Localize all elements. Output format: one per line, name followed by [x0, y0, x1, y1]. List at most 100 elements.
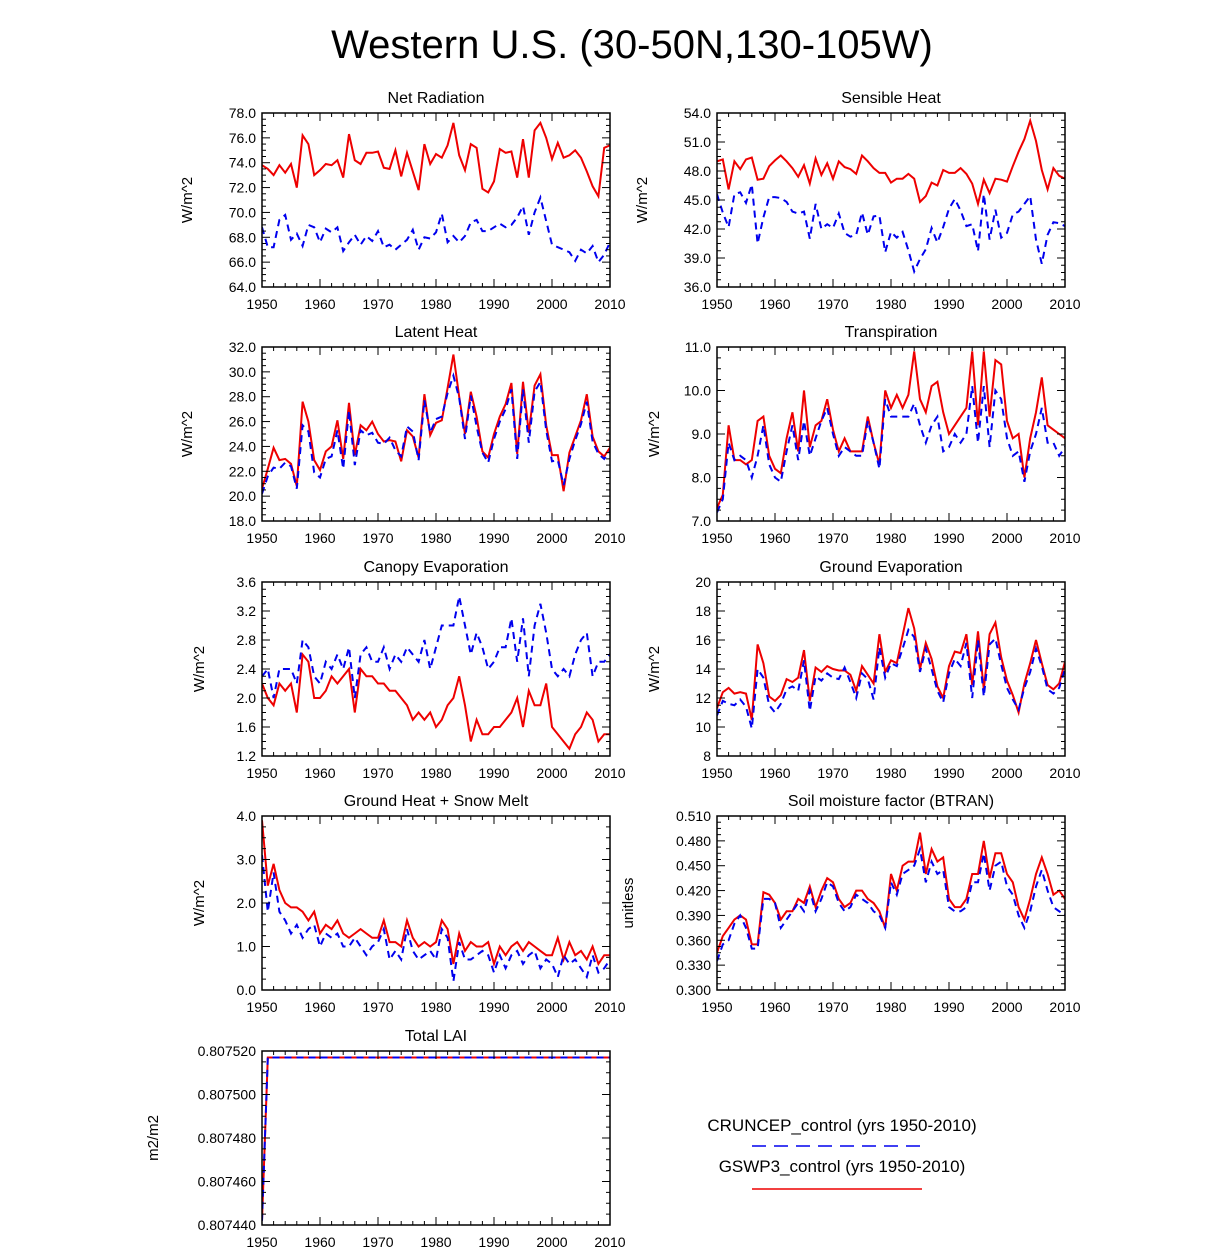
- x-tick-label: 1970: [817, 296, 848, 312]
- x-tick-label: 1990: [478, 765, 509, 781]
- series-line-cruncep: [717, 627, 1065, 729]
- series-line-gswp3: [717, 832, 1065, 954]
- x-tick-label: 2000: [991, 530, 1022, 546]
- x-tick-label: 1960: [304, 999, 335, 1015]
- x-tick-label: 2000: [536, 1234, 567, 1250]
- series-line-cruncep: [262, 194, 610, 265]
- series-line-cruncep: [262, 372, 610, 495]
- figure-title: Western U.S. (30-50N,130-105W): [331, 23, 933, 67]
- x-tick-label: 1990: [478, 296, 509, 312]
- y-tick-label: 0.807440: [198, 1217, 257, 1233]
- y-tick-label: 20: [695, 574, 711, 590]
- x-tick-label: 2010: [594, 1234, 625, 1250]
- x-tick-label: 2000: [991, 999, 1022, 1015]
- y-tick-label: 10.0: [684, 383, 711, 399]
- x-tick-label: 2000: [991, 765, 1022, 781]
- series-line-cruncep: [717, 385, 1065, 513]
- y-axis-label: W/m^2: [179, 411, 196, 457]
- x-tick-label: 1970: [362, 1234, 393, 1250]
- y-tick-label: 1.6: [237, 719, 257, 735]
- x-tick-label: 1960: [759, 765, 790, 781]
- y-axis-label: W/m^2: [634, 177, 651, 223]
- y-axis-label: m2/m2: [145, 1115, 162, 1161]
- x-tick-label: 2000: [536, 530, 567, 546]
- plot-frame: [716, 581, 1066, 757]
- x-tick-label: 2010: [594, 530, 625, 546]
- y-tick-label: 22.0: [229, 463, 256, 479]
- y-tick-label: 1.2: [237, 748, 257, 764]
- y-tick-label: 0.807500: [198, 1087, 257, 1103]
- x-tick-label: 1970: [362, 530, 393, 546]
- y-tick-label: 3.0: [237, 852, 257, 868]
- x-tick-label: 2010: [1049, 296, 1080, 312]
- y-tick-label: 18: [695, 603, 711, 619]
- panel-9: 1950 1960 1970 1980 1990 2000 2010 0.807440 0.80…: [145, 1028, 626, 1250]
- x-tick-label: 1980: [875, 999, 906, 1015]
- y-tick-label: 54.0: [684, 105, 711, 121]
- x-tick-label: 1970: [362, 765, 393, 781]
- x-tick-label: 1960: [304, 765, 335, 781]
- panel-title: Total LAI: [405, 1028, 467, 1045]
- panel-1: 1950 1960 1970 1980 1990 2000 2010 64.0 66.0 68.0…: [179, 90, 626, 312]
- series-line-cruncep: [262, 854, 610, 982]
- y-axis-label: unitless: [620, 878, 637, 929]
- y-axis-label: W/m^2: [191, 880, 208, 926]
- series-line-cruncep: [262, 1056, 610, 1221]
- y-tick-label: 28.0: [229, 389, 256, 405]
- panel-title: Soil moisture factor (BTRAN): [788, 793, 994, 810]
- x-tick-label: 1990: [478, 999, 509, 1015]
- x-tick-label: 1980: [875, 530, 906, 546]
- x-tick-label: 2010: [594, 296, 625, 312]
- plot-frame: [261, 815, 611, 991]
- y-tick-label: 0.360: [676, 932, 711, 948]
- y-tick-label: 36.0: [684, 279, 711, 295]
- x-tick-label: 1970: [362, 296, 393, 312]
- y-tick-label: 3.6: [237, 574, 257, 590]
- x-tick-label: 1990: [478, 530, 509, 546]
- x-tick-label: 1990: [478, 1234, 509, 1250]
- y-tick-label: 32.0: [229, 339, 256, 355]
- x-tick-label: 1980: [420, 530, 451, 546]
- panel-title: Latent Heat: [395, 324, 478, 341]
- x-tick-label: 1960: [759, 296, 790, 312]
- x-tick-label: 1990: [933, 765, 964, 781]
- y-tick-label: 78.0: [229, 105, 256, 121]
- x-tick-label: 1950: [701, 765, 732, 781]
- y-tick-label: 4.0: [237, 808, 257, 824]
- legend: CRUNCEP_control (yrs 1950-2010) GSWP3_co…: [707, 1116, 977, 1190]
- y-tick-label: 1.0: [237, 939, 257, 955]
- x-tick-label: 2010: [1049, 530, 1080, 546]
- y-tick-label: 14: [695, 661, 711, 677]
- panels-group: 1950 1960 1970 1980 1990 2000 201064.066.068.0…: [145, 90, 1081, 1250]
- series-line-gswp3: [262, 1056, 610, 1221]
- y-tick-label: 51.0: [684, 134, 711, 150]
- y-tick-label: 0.0: [237, 982, 257, 998]
- series-line-gswp3: [262, 820, 610, 968]
- y-axis-label: W/m^2: [646, 646, 663, 692]
- x-tick-label: 1950: [246, 765, 277, 781]
- series-line-gswp3: [717, 607, 1065, 721]
- x-tick-label: 1960: [304, 296, 335, 312]
- panel-title: Ground Evaporation: [819, 559, 962, 576]
- plot-frame: [261, 1050, 611, 1226]
- y-tick-label: 0.510: [676, 808, 711, 824]
- x-tick-label: 1980: [875, 765, 906, 781]
- x-tick-label: 1990: [933, 296, 964, 312]
- y-tick-label: 20.0: [229, 488, 256, 504]
- panel-6: 1950 1960 1970 1980 1990 2000 2010 8 10 12 14 16 18 2…: [646, 559, 1081, 781]
- panel-2: 1950 1960 1970 1980 1990 2000 2010 36.0 39.0 42.0…: [634, 90, 1081, 312]
- legend-label-cruncep: CRUNCEP_control (yrs 1950-2010): [707, 1116, 976, 1135]
- y-tick-label: 0.300: [676, 982, 711, 998]
- y-tick-label: 8: [703, 748, 711, 764]
- panel-title: Canopy Evaporation: [364, 559, 509, 576]
- y-tick-label: 72.0: [229, 180, 256, 196]
- x-tick-label: 1960: [304, 1234, 335, 1250]
- plot-frame: [261, 581, 611, 757]
- series-line-gswp3: [262, 354, 610, 492]
- panel-7: 1950 1960 1970 1980 1990 2000 2010 0.0 1.0 2.0 3.0…: [191, 793, 626, 1015]
- panel-3: 1950 1960 1970 1980 1990 2000 2010 18.0 20.0 22.0…: [179, 324, 626, 546]
- series-line-cruncep: [717, 845, 1065, 962]
- x-tick-label: 1950: [701, 530, 732, 546]
- x-tick-label: 1980: [875, 296, 906, 312]
- y-tick-label: 10: [695, 719, 711, 735]
